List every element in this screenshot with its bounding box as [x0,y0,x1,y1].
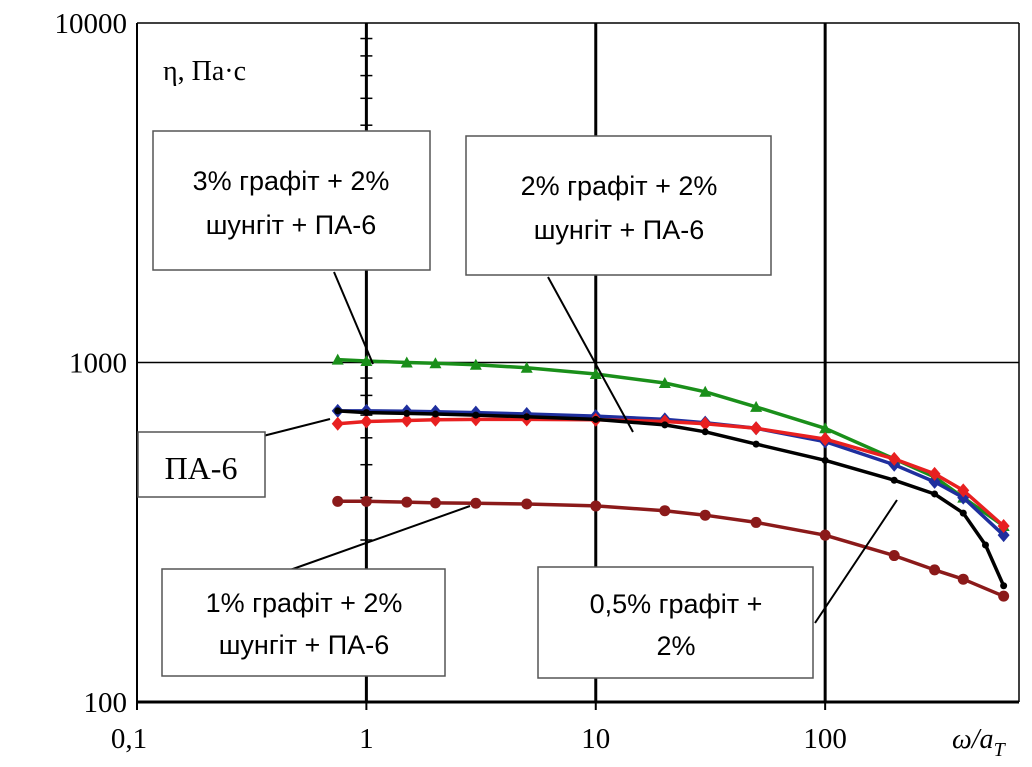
data-point [469,358,482,370]
data-point [589,367,602,379]
x-tick-label: 100 [803,723,847,755]
data-point [659,505,671,517]
data-point [523,413,531,421]
data-point [819,432,832,447]
annotation-text: шунгіт + ПА-6 [219,630,389,660]
data-point [429,357,442,369]
data-point [431,410,439,418]
data-point [701,428,709,436]
data-point [750,516,762,528]
data-point [928,474,941,489]
data-point [521,498,533,510]
data-point [750,400,763,412]
annotation-text: 2% [656,631,695,661]
annotation-text: 2% графіт + 2% [521,171,718,201]
data-point [429,497,441,509]
data-point [997,518,1010,533]
annotation-frame [465,135,772,276]
series-group [331,412,1010,533]
data-point [360,495,372,507]
data-point [1000,582,1008,590]
data-point [821,456,829,464]
series-layer [331,353,1010,602]
annotation-text: шунгіт + ПА-6 [534,215,704,245]
data-point [981,541,989,549]
annotation-text: 0,5% графіт + [590,589,763,619]
annotation-text: 1% графіт + 2% [206,588,403,618]
data-point [592,415,600,423]
annotation-frame [137,431,266,498]
leader-line [262,418,331,437]
data-point [331,353,344,365]
y-tick-label: 10000 [55,8,128,40]
annotation-text: ПА-6 [165,450,238,486]
data-point [472,411,480,419]
x-tick-label: 0,1 [111,723,147,755]
data-point [658,377,671,389]
data-point [334,407,342,415]
series-group [332,495,1010,602]
leader-line [547,276,634,433]
data-point [959,509,967,517]
data-point [957,573,969,585]
x-axis-label: ω/aT [952,724,1007,761]
data-point [752,440,760,448]
data-point [401,496,413,508]
data-point [931,490,939,498]
data-point [699,385,712,397]
data-point [360,355,373,367]
y-axis-label: η, Па·с [163,56,246,87]
data-point [957,483,970,498]
data-point [520,361,533,373]
annotation-box: 3% графіт + 2% шунгіт + ПА-6 [152,130,431,365]
data-point [699,416,712,431]
annotation-box: 2% графіт + 2% шунгіт + ПА-6 [465,135,772,433]
data-point [890,476,898,484]
leader-line [289,505,471,571]
data-point [997,528,1010,543]
data-point [888,550,900,562]
annotation-box: 1% графіт + 2% шунгіт + ПА-6 [161,505,471,677]
series-line [337,409,1006,587]
data-point [362,409,370,417]
series-group [331,353,1010,531]
data-point [590,500,602,512]
tick-labels: 0,1 1 10 100 100 1000 10000 [55,8,847,755]
data-point [403,409,411,417]
annotation-box: 0,5% графіт + 2% [537,499,898,679]
data-point [429,412,442,427]
annotation-text: 3% графіт + 2% [193,166,390,196]
leader-line [333,271,374,365]
data-point [331,416,344,431]
x-tick-label: 10 [581,723,610,755]
y-tick-label: 1000 [69,348,127,380]
leader-line [814,499,898,624]
data-point [661,421,669,429]
data-point [929,564,941,576]
data-point [400,356,413,368]
data-point [750,421,763,436]
data-point [998,590,1010,602]
annotation-frame [161,568,446,677]
annotation-text: шунгіт + ПА-6 [206,210,376,240]
x-tick-label: 1 [359,723,374,755]
data-point [888,451,901,466]
data-point [819,529,831,541]
annotation-frame [152,130,431,271]
data-point [470,497,482,509]
data-point [332,495,344,507]
data-point [699,509,711,521]
annotation-box: ПА-6 [137,418,331,498]
data-point [400,413,413,428]
annotation-frame [537,566,814,679]
data-point [819,422,832,434]
y-tick-label: 100 [84,687,128,719]
data-point [360,414,373,429]
series-group [334,407,1008,590]
data-point [928,466,941,481]
annotation-layer: 3% графіт + 2%шунгіт + ПА-62% графіт + 2… [137,130,898,679]
plot-frame [136,22,1020,704]
